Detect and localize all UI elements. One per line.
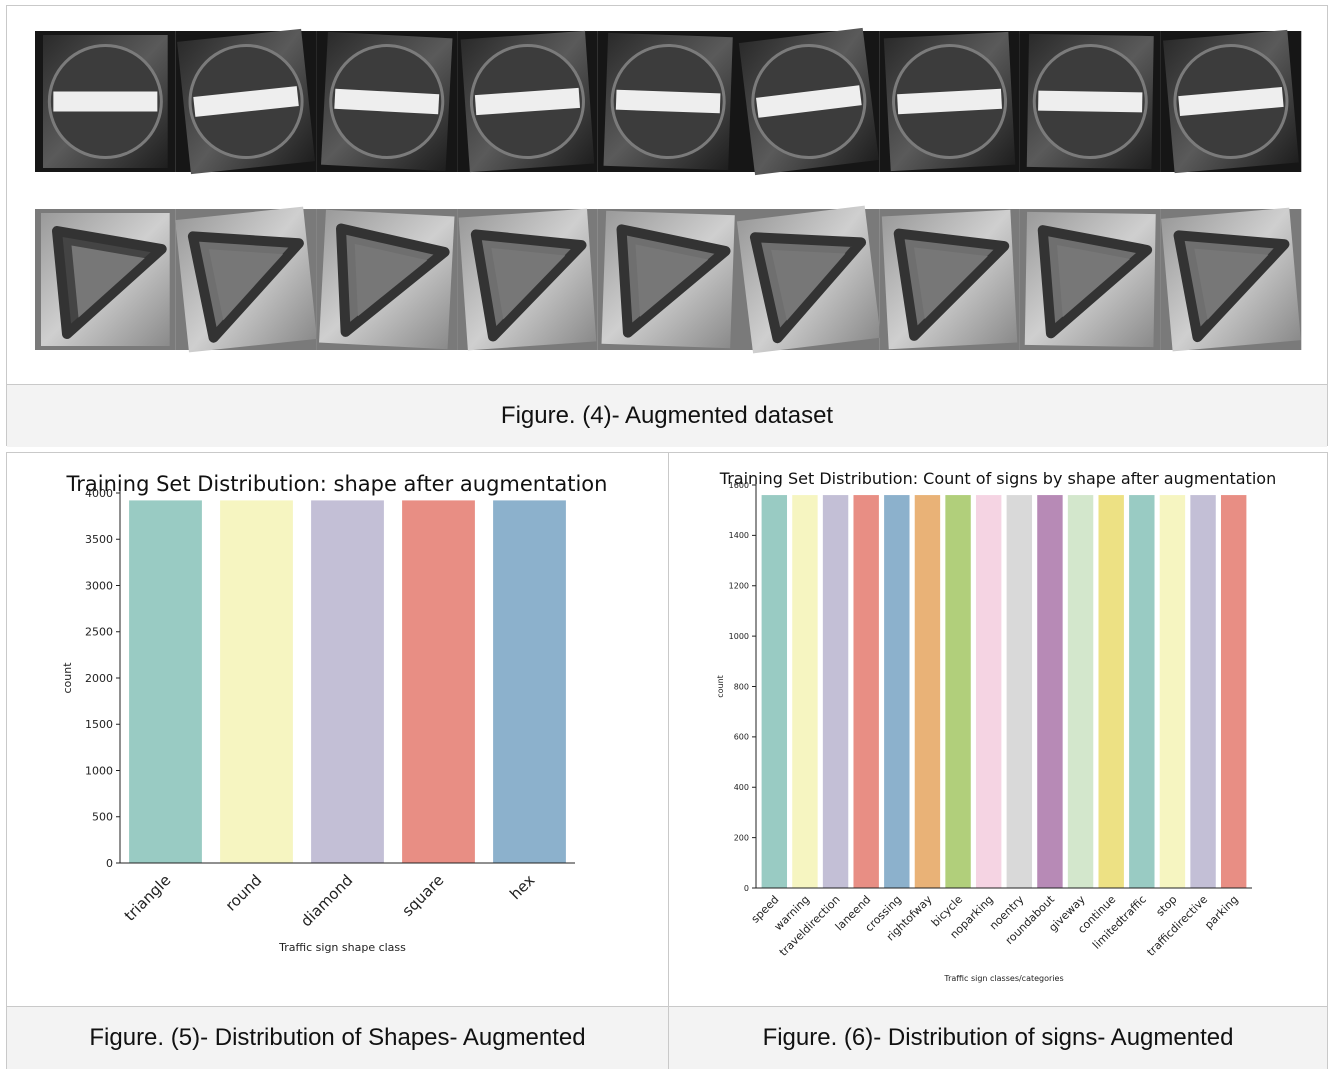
bar-noparking xyxy=(975,495,1002,888)
bar-round xyxy=(220,500,293,863)
y-tick-label: 800 xyxy=(734,682,749,691)
bar-limitedtraffic xyxy=(1129,495,1155,888)
sign-distribution-chart: Training Set Distribution: Count of sign… xyxy=(716,469,1276,983)
y-tick-label: 600 xyxy=(734,733,749,742)
bar-giveway xyxy=(1067,495,1094,888)
shape-distribution-chart: Training Set Distribution: shape after a… xyxy=(61,472,608,954)
y-axis-label: count xyxy=(716,675,725,698)
no-entry-sign-tile xyxy=(597,31,739,172)
no-entry-strip xyxy=(35,27,1302,176)
figure-4-caption: Figure. (4)- Augmented dataset xyxy=(7,384,1327,447)
x-tick-label: hex xyxy=(506,871,538,903)
bar-diamond xyxy=(311,500,384,863)
no-entry-sign-tile xyxy=(879,31,1020,172)
y-axis-label: count xyxy=(61,662,74,694)
x-tick-label: triangle xyxy=(121,871,175,925)
augmented-image-strips xyxy=(35,27,1302,354)
yield-triangle-sign-tile xyxy=(175,206,317,353)
y-tick-label: 3500 xyxy=(85,533,113,546)
no-entry-sign-tile xyxy=(738,27,880,176)
x-axis-label: Traffic sign classes/categories xyxy=(943,974,1063,983)
y-tick-label: 1000 xyxy=(85,764,113,777)
bar-crossing xyxy=(884,495,910,888)
y-tick-label: 0 xyxy=(106,857,113,870)
x-tick-label: square xyxy=(398,871,447,920)
bar-bicycle xyxy=(945,495,971,888)
yield-triangle-sign-tile xyxy=(1019,209,1161,350)
y-tick-label: 0 xyxy=(744,884,749,893)
bar-trafficdirective xyxy=(1190,495,1216,888)
yield-triangle-sign-tile xyxy=(457,208,598,351)
y-tick-label: 1500 xyxy=(85,718,113,731)
x-tick-label: diamond xyxy=(297,871,356,930)
yield-triangle-sign-tile xyxy=(1160,207,1302,352)
no-entry-sign-tile xyxy=(457,30,598,173)
yield-triangle-sign-tile xyxy=(736,205,881,354)
y-tick-label: 1000 xyxy=(729,632,749,641)
y-tick-label: 4000 xyxy=(85,487,113,500)
no-entry-sign-tile xyxy=(1019,31,1161,172)
bar-laneend xyxy=(853,495,879,888)
y-tick-label: 2500 xyxy=(85,626,113,639)
y-tick-label: 3000 xyxy=(85,579,113,592)
figure-4-panel: Figure. (4)- Augmented dataset xyxy=(6,5,1328,447)
bar-noentry xyxy=(1006,495,1033,888)
x-tick-label: stop xyxy=(1154,893,1180,919)
y-tick-label: 2000 xyxy=(85,672,113,685)
chart-title: Training Set Distribution: shape after a… xyxy=(66,472,608,496)
yield-strip xyxy=(35,205,1302,354)
bar-roundabout xyxy=(1037,495,1063,888)
bar-triangle xyxy=(129,500,202,863)
y-tick-label: 1600 xyxy=(729,481,749,490)
y-tick-label: 1200 xyxy=(729,582,749,591)
no-entry-sign-tile xyxy=(1160,29,1302,174)
yield-triangle-sign-tile xyxy=(316,209,458,350)
figure-6-caption: Figure. (6)- Distribution of signs- Augm… xyxy=(669,1006,1327,1069)
yield-triangle-sign-tile xyxy=(35,209,176,350)
figure-5-caption: Figure. (5)- Distribution of Shapes- Aug… xyxy=(7,1006,668,1069)
x-axis-label: Traffic sign shape class xyxy=(278,941,406,954)
bar-rightofway xyxy=(914,495,941,888)
y-tick-label: 1400 xyxy=(729,531,749,540)
bar-square xyxy=(402,500,475,863)
x-tick-label: parking xyxy=(1202,893,1241,932)
bar-speed xyxy=(761,495,788,888)
bar-traveldirection xyxy=(822,495,849,888)
bar-hex xyxy=(493,500,566,863)
y-tick-label: 500 xyxy=(92,811,113,824)
no-entry-sign-tile xyxy=(175,28,317,175)
bar-parking xyxy=(1220,495,1247,888)
no-entry-sign-tile xyxy=(316,31,458,172)
x-tick-label: round xyxy=(222,871,266,915)
figure-6-panel: Training Set Distribution: Count of sign… xyxy=(668,452,1328,1069)
yield-triangle-sign-tile xyxy=(597,209,739,350)
y-tick-label: 400 xyxy=(734,783,749,792)
bar-stop xyxy=(1159,495,1186,888)
figure-5-panel: Training Set Distribution: shape after a… xyxy=(6,452,669,1069)
y-tick-label: 200 xyxy=(734,833,749,842)
bar-warning xyxy=(792,495,818,888)
no-entry-sign-tile xyxy=(35,31,176,172)
bar-continue xyxy=(1098,495,1124,888)
chart-title: Training Set Distribution: Count of sign… xyxy=(719,469,1276,488)
yield-triangle-sign-tile xyxy=(879,209,1020,350)
